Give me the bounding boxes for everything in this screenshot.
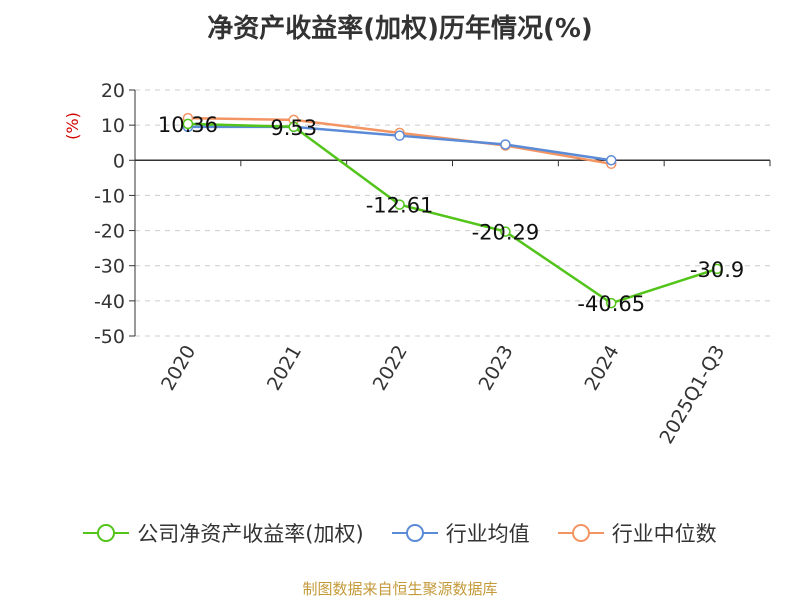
chart-title: 净资产收益率(加权)历年情况(%) [207, 14, 593, 44]
x-tick-label: 2021 [263, 342, 306, 395]
data-point [182, 118, 194, 130]
data-point [500, 226, 511, 237]
data-label: 9.53 [270, 116, 317, 140]
data-point [606, 297, 617, 309]
data-label: -40.65 [577, 292, 645, 316]
label-layer: 10.36 9.53 -12.61 -20.29 -40.65 -30.9 [158, 113, 744, 316]
y-tick-label: 0 [113, 150, 125, 172]
x-tick-label: 2025Q1-Q3 [655, 342, 729, 448]
y-tick-label: -10 [94, 185, 125, 207]
data-point [394, 130, 405, 141]
legend-swatch [83, 524, 130, 542]
x-tick-label: 2023 [475, 342, 518, 395]
data-point [288, 121, 299, 133]
legend-item[interactable]: 公司净资产收益率(加权) [83, 518, 364, 548]
x-tick-label: 2024 [580, 342, 623, 395]
legend-label: 公司净资产收益率(加权) [137, 522, 364, 546]
legend-item[interactable]: 行业中位数 [557, 518, 717, 548]
data-point [500, 139, 511, 150]
data-label: -20.29 [472, 221, 540, 245]
source-note: 制图数据来自恒生聚源数据库 [302, 580, 498, 598]
y-tick-label: -40 [94, 291, 125, 313]
legend-label: 行业均值 [445, 522, 530, 546]
x-tick-label: 2022 [369, 342, 412, 395]
series-line [187, 122, 718, 305]
data-label: -12.61 [366, 194, 434, 218]
y-tick-label: 10 [101, 115, 125, 137]
data-label: 10.36 [158, 113, 218, 137]
legend-swatch [391, 524, 438, 542]
legend-item[interactable]: 行业均值 [391, 518, 530, 548]
data-point [606, 155, 617, 166]
legend: 公司净资产收益率(加权) 行业均值 行业中位数 [0, 518, 800, 548]
data-point [394, 199, 405, 210]
data-point [711, 263, 723, 275]
y-axis-unit: (%) [63, 112, 82, 140]
x-tick-label: 2020 [157, 342, 200, 395]
y-tick-label: -20 [94, 221, 125, 243]
legend-swatch [557, 524, 604, 542]
series-layer [182, 112, 723, 309]
legend-label: 行业中位数 [611, 522, 717, 546]
y-tick-label: -30 [94, 256, 125, 278]
data-label: -30.9 [690, 258, 744, 282]
y-tick-label: -50 [94, 326, 125, 348]
y-tick-label: 20 [101, 80, 125, 102]
